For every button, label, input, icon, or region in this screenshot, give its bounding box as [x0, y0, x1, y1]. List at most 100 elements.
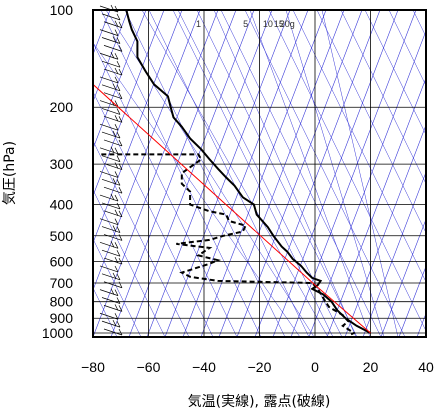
y-tick-label: 1000 [42, 325, 73, 341]
wind-barb [103, 20, 123, 29]
x-tick-label: 40 [418, 359, 434, 375]
wind-barb [99, 288, 119, 296]
x-tick-label: −60 [137, 359, 161, 375]
parcel-path-line [93, 84, 371, 334]
wind-barb [103, 67, 123, 76]
adiabat-line [93, 238, 142, 337]
sounding-lines [93, 10, 371, 336]
wind-barb [103, 304, 123, 312]
isotherm-line [272, 10, 399, 337]
adiabat-line [93, 91, 214, 337]
y-tick-label: 700 [50, 275, 74, 291]
wind-barb [103, 328, 123, 336]
x-tick-label: −80 [81, 359, 105, 375]
wind-barb [99, 76, 119, 84]
isotherm-line [398, 265, 426, 337]
isotherm-line [236, 10, 363, 337]
mixing-ratio-label: 5 [243, 19, 248, 29]
temperature-line [125, 10, 371, 334]
x-tick-label: −20 [248, 359, 272, 375]
wind-barb [99, 52, 119, 60]
adiabat-line [388, 10, 426, 87]
wind-barb [103, 209, 123, 218]
wind-barb [99, 312, 119, 320]
mixing-ratio-line [249, 10, 371, 337]
adiabat-line [93, 42, 238, 337]
wind-barb [103, 162, 123, 170]
wind-barb [101, 60, 121, 68]
wind-barb [99, 265, 119, 273]
wind-barb [101, 272, 121, 281]
wind-barb [103, 92, 123, 99]
wind-barb [101, 130, 121, 139]
wind-barb [101, 36, 121, 44]
dewpoint-line [101, 153, 356, 336]
mixing-ratio-line [141, 10, 329, 337]
adiabat-line [340, 10, 426, 185]
wind-barb [101, 202, 121, 210]
wind-barb [103, 115, 123, 123]
isotherm-line [93, 10, 201, 291]
isotherm-line [146, 10, 273, 337]
y-axis-title: 気圧(hPa) [2, 141, 18, 205]
mixing-ratio-label: 15 [274, 19, 284, 29]
plot-frame [92, 9, 427, 338]
y-tick-label: 200 [50, 99, 74, 115]
wind-barb [103, 45, 123, 52]
adiabat-line [93, 189, 166, 337]
wind-barb [101, 83, 121, 92]
isotherm-line [200, 10, 327, 337]
isotherm-line [218, 10, 345, 337]
y-tick-label: 400 [50, 196, 74, 212]
isotherm-line [308, 30, 426, 337]
wind-barb [99, 241, 119, 249]
adiabat-line [196, 10, 358, 337]
isotherm-line [344, 124, 426, 337]
y-tick-label: 500 [50, 228, 74, 244]
mixing-ratio-line [321, 10, 399, 337]
wind-barb [103, 186, 123, 194]
isotherm-line [93, 10, 147, 150]
wind-barb [101, 178, 121, 186]
adiabat-line [316, 10, 426, 234]
y-tick-label: 600 [50, 253, 74, 269]
x-axis-title: 気温(実線), 露点(破線) [188, 394, 331, 410]
wind-barb [101, 13, 121, 21]
mixing-ratio-label: 10 [263, 19, 273, 29]
adiabat-line [93, 140, 190, 337]
wind-barb [101, 249, 121, 257]
wind-barb [103, 281, 123, 289]
mixing-ratio-label: 1 [196, 19, 201, 29]
x-tick-label: 0 [311, 359, 319, 375]
isotherm-line [362, 171, 426, 337]
adiabat-line [220, 10, 382, 337]
y-tick-label: 300 [50, 156, 74, 172]
isotherm-line [93, 10, 165, 197]
isotherm-line [380, 218, 426, 337]
mixing-ratio-line [93, 42, 301, 337]
wind-barb [99, 146, 119, 155]
adiabat-line [292, 10, 426, 283]
mixing-ratio-line [213, 10, 357, 337]
wind-barb [103, 234, 123, 241]
wind-barb [99, 29, 119, 36]
wind-barb [99, 218, 119, 226]
wind-barb [101, 225, 121, 233]
wind-barb [101, 319, 121, 328]
mixing-ratio-label: 20g [280, 19, 295, 29]
isotherm-line [182, 10, 309, 337]
adiabat-line [268, 10, 426, 332]
wind-barb [99, 171, 119, 178]
isotherm-line [164, 10, 291, 337]
y-tick-label: 100 [50, 2, 74, 18]
wind-barb [101, 297, 121, 304]
wind-barb [99, 193, 119, 202]
y-tick-label: 800 [50, 294, 74, 310]
grid-lines [92, 9, 427, 337]
adiabat-line [364, 10, 426, 136]
isotherm-line [110, 10, 237, 337]
wind-barb [99, 99, 119, 107]
